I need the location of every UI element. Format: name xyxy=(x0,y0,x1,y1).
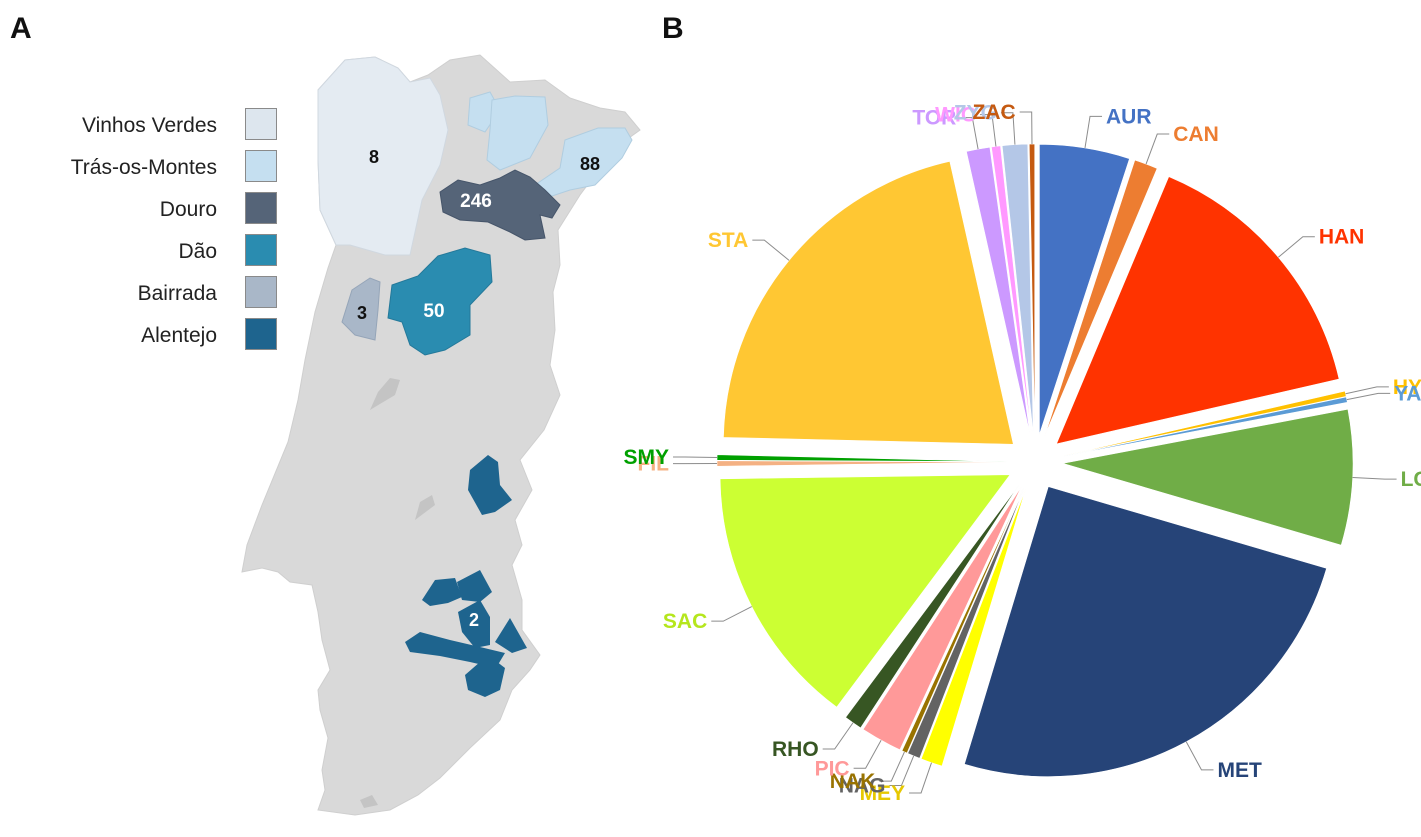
legend-label: Vinhos Verdes xyxy=(81,114,217,137)
legend-swatch xyxy=(245,276,277,308)
pie-slice-nak xyxy=(901,487,1024,754)
region-dao xyxy=(387,247,493,356)
leader-line-wic xyxy=(980,114,997,147)
count-tras-os-montes: 88 xyxy=(580,154,600,174)
legend-item: Alentejo xyxy=(20,318,280,354)
legend-label: Bairrada xyxy=(137,282,217,305)
legend-label: Douro xyxy=(159,198,217,221)
count-dao: 50 xyxy=(423,301,444,322)
pie-label-fil: FIL xyxy=(638,453,670,476)
reservoir-shape xyxy=(360,795,378,808)
leader-line-aur xyxy=(1084,115,1103,149)
leader-line-lch xyxy=(1352,477,1397,480)
region-alentejo xyxy=(468,455,512,515)
legend-swatch xyxy=(245,318,277,350)
leader-line-nak xyxy=(879,751,905,782)
leader-line-hyp xyxy=(1345,386,1389,395)
pie-label-zac: ZAC xyxy=(973,101,1016,124)
leader-line-pic xyxy=(853,740,882,769)
legend-item: Trás-os-Montes xyxy=(20,150,280,186)
legend-item: Bairrada xyxy=(20,276,280,312)
count-alentejo: 2 xyxy=(469,610,479,630)
region-vinhos-verdes xyxy=(317,56,449,256)
pie-label-tor: TOR xyxy=(912,107,956,130)
legend-swatch xyxy=(245,108,277,140)
pie-label-wic: WIC xyxy=(935,104,976,127)
leader-line-rho xyxy=(822,722,854,750)
pie-label-can: CAN xyxy=(1173,123,1219,146)
region-tras-os-montes xyxy=(534,127,633,201)
pie-label-yam: YAM xyxy=(1394,382,1421,405)
legend-label: Trás-os-Montes xyxy=(70,156,217,179)
leader-line-can xyxy=(1145,133,1170,165)
pie-slice-sta xyxy=(723,160,1014,445)
panel-label-b: B xyxy=(662,12,684,45)
legend-item: Douro xyxy=(20,192,280,228)
leader-line-met xyxy=(1185,741,1214,771)
reservoir-shape xyxy=(415,495,435,520)
pie-slice-met xyxy=(964,486,1327,777)
pie-label-sac: SAC xyxy=(663,610,707,633)
reservoir-shape xyxy=(370,378,400,410)
pie-label-hyp: HYP xyxy=(1393,376,1421,399)
pie-label-mey: MEY xyxy=(860,782,906,805)
portugal-map: 8 88 246 50 3 2 xyxy=(241,54,641,816)
count-douro: 246 xyxy=(460,191,492,212)
leader-line-sta xyxy=(752,239,790,261)
pie-slice-sac xyxy=(719,474,1011,708)
legend-label: Alentejo xyxy=(141,324,217,347)
pie-label-nag: NAG xyxy=(839,775,886,798)
pie-label-aur: AUR xyxy=(1106,105,1152,128)
panel-label-a: A xyxy=(10,12,32,45)
pie-label-smy: SMY xyxy=(624,446,670,469)
leader-line-mey xyxy=(909,762,932,794)
region-bairrada xyxy=(341,277,381,341)
leader-line-zyg xyxy=(1000,112,1016,145)
region-alentejo xyxy=(458,600,490,648)
pie-label-met: MET xyxy=(1217,759,1262,782)
legend-swatch xyxy=(245,234,277,266)
pie-label-nak: NAK xyxy=(830,770,876,793)
pie-label-pic: PIC xyxy=(815,757,850,780)
region-douro xyxy=(439,169,561,241)
count-bairrada: 3 xyxy=(357,303,367,323)
leader-line-zac xyxy=(1019,111,1033,145)
leader-line-tor xyxy=(960,117,979,150)
region-alentejo xyxy=(405,632,505,668)
count-vinhos-verdes: 8 xyxy=(369,147,379,167)
region-alentejo xyxy=(465,655,505,697)
pie-slice-smy xyxy=(716,454,1008,462)
pie-label-lch: LCH xyxy=(1401,468,1421,491)
legend-swatch xyxy=(245,192,277,224)
pie-label-sta: STA xyxy=(708,229,748,252)
pie-slice-fil xyxy=(716,460,1008,467)
legend-item: Vinhos Verdes xyxy=(20,108,280,144)
region-alentejo xyxy=(457,570,492,602)
pie-label-han: HAN xyxy=(1319,226,1365,249)
pie-slice-aur xyxy=(1039,144,1130,435)
pie-slice-yam xyxy=(1062,396,1348,457)
leader-line-han xyxy=(1278,236,1315,258)
legend-swatch xyxy=(245,150,277,182)
leader-line-sac xyxy=(711,606,753,622)
pie-slice-lch xyxy=(1062,408,1354,546)
region-tras-os-montes xyxy=(486,95,549,171)
legend-item: Dão xyxy=(20,234,280,270)
pie-slice-can xyxy=(1044,159,1158,436)
pie-label-zyg: ZYG xyxy=(954,102,997,125)
legend-label: Dão xyxy=(178,240,217,263)
region-alentejo xyxy=(422,578,462,606)
leader-line-nag xyxy=(889,755,915,787)
leader-line-yam xyxy=(1346,392,1391,401)
pie-label-rho: RHO xyxy=(772,738,819,761)
region-alentejo xyxy=(495,618,527,653)
